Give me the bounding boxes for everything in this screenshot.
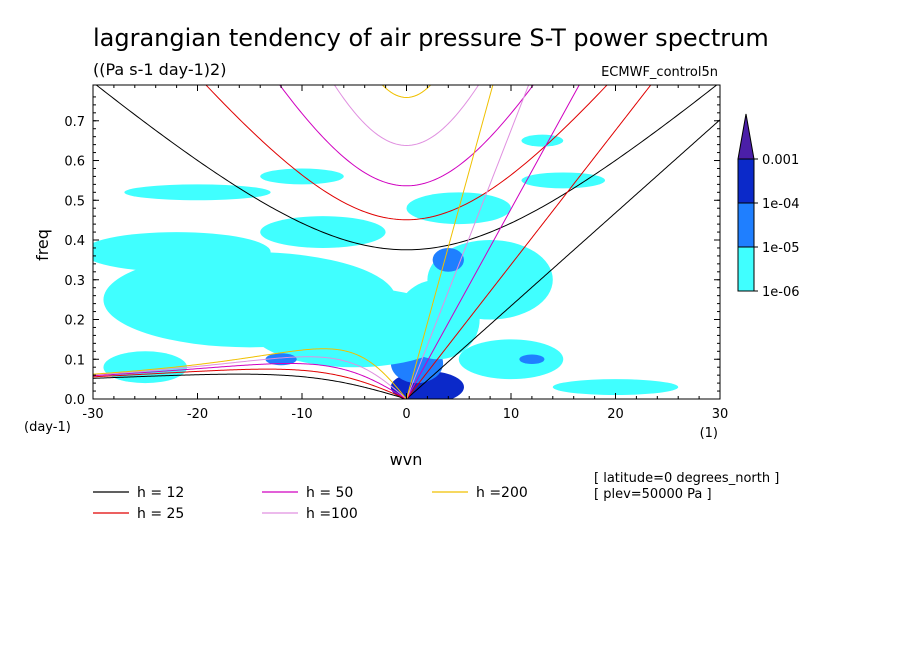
curve-er-h25 (93, 368, 407, 399)
spectrum-region-18 (265, 353, 297, 366)
x-tick-label-0: -30 (82, 407, 103, 422)
dispersion-curves (93, 85, 720, 399)
y-axis-label: freq (33, 229, 52, 261)
colorbar-band-1 (737, 202, 755, 248)
spectrum-region-16 (521, 134, 564, 147)
y-tick-label-5: 0.5 (64, 194, 85, 209)
legend-label-h50: h = 50 (306, 485, 353, 501)
curve-er-h100 (93, 356, 407, 399)
y-tick-label-3: 0.3 (64, 274, 85, 289)
y-tick-label-7: 0.7 (64, 115, 85, 130)
y-tick-label-0: 0.0 (64, 393, 85, 408)
spectrum-region-11 (260, 168, 344, 185)
x-tick-label-1: -20 (187, 407, 208, 422)
spectrum-region-14 (458, 339, 564, 380)
x-tick-label-2: -10 (291, 407, 312, 422)
curve-er-h12 (93, 373, 407, 399)
y-tick-label-2: 0.2 (64, 314, 85, 329)
spectrum-region-13 (552, 379, 679, 396)
colorbar: 1e-06 1e-05 1e-04 0.001 (737, 113, 800, 300)
y-tick-label-4: 0.4 (64, 234, 85, 249)
x-tick-label-6: 30 (712, 407, 729, 422)
colorbar-label-1: 1e-05 (762, 241, 800, 256)
y-unit-label: (day-1) (24, 420, 71, 435)
curve-kelvin-h200 (406, 85, 494, 399)
colorbar-extend-arrow (737, 113, 755, 160)
x-axis-label: wvn (390, 450, 423, 469)
legend-label-h25: h = 25 (137, 506, 184, 522)
y-tick-label-6: 0.6 (64, 155, 85, 170)
curve-ig-h50 (279, 85, 534, 187)
colorbar-label-0: 1e-06 (762, 285, 800, 300)
chart-subtitle: ((Pa s-1 day-1)2) (93, 60, 226, 79)
curve-ig-h25 (205, 85, 608, 221)
source-label: ECMWF_control5n (601, 65, 718, 80)
legend-label-h100: h =100 (306, 506, 358, 522)
legend: h = 12 h = 25 h = 50 h =100 h =200 (93, 485, 528, 522)
note-latitude: [ latitude=0 degrees_north ] (594, 471, 779, 486)
note-plev: [ plev=50000 Pa ] (594, 487, 712, 502)
y-tick-label-1: 0.1 (64, 353, 85, 368)
curve-kelvin-h50 (406, 85, 580, 399)
chart-title: lagrangian tendency of air pressure S-T … (93, 24, 769, 52)
legend-label-h200: h =200 (476, 485, 528, 501)
spectrum-region-5 (103, 251, 397, 348)
curve-kelvin-h100 (406, 85, 530, 399)
curve-ig-h100 (333, 85, 480, 146)
spectrum-fill (93, 134, 679, 399)
x-tick-label-4: 10 (503, 407, 520, 422)
x-tick-label-5: 20 (607, 407, 624, 422)
curve-er-h200 (93, 348, 407, 399)
axes: -30 -20 -10 0 10 20 30 0.0 0.1 0.2 0.3 0.4 0.5 0.6 0.7 (64, 85, 728, 422)
spectrum-region-12 (521, 172, 606, 189)
spectrum-region-17 (519, 354, 545, 365)
spectrum-region-10 (124, 184, 271, 201)
curve-kelvin-h25 (406, 85, 652, 399)
curve-ig-h200 (381, 85, 432, 99)
x-unit-label: (1) (700, 426, 718, 441)
curve-kelvin-h12 (406, 119, 720, 399)
colorbar-label-3: 0.001 (762, 153, 799, 168)
curve-er-h50 (93, 362, 407, 399)
colorbar-band-0 (737, 246, 755, 292)
curve-ig-h12 (95, 85, 718, 251)
spectrum-region-19 (432, 247, 464, 272)
colorbar-band-2 (737, 158, 755, 204)
spectrum-region-7 (93, 232, 271, 272)
x-tick-label-3: 0 (402, 407, 410, 422)
colorbar-label-2: 1e-04 (762, 197, 800, 212)
legend-label-h12: h = 12 (137, 485, 184, 501)
